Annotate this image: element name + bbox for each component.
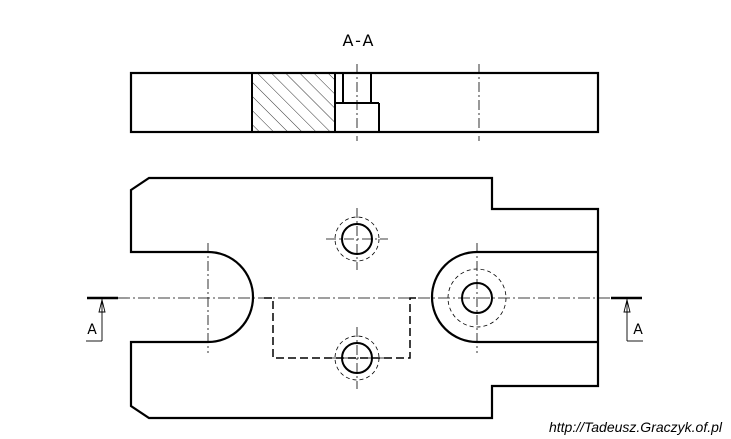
- arrow-up-icon: [98, 299, 106, 313]
- section-title: A-A: [343, 31, 376, 50]
- top-hole-counterbore: [334, 216, 380, 262]
- hatched-region: [252, 73, 335, 132]
- arrow-up-icon: [623, 299, 631, 313]
- cut-label-right: A: [633, 322, 643, 338]
- cut-label-left: A: [87, 322, 97, 338]
- section-view: [129, 64, 600, 141]
- cut-marker-left: A: [86, 296, 118, 342]
- bottom-hole-counterbore: [334, 335, 380, 381]
- plan-outline: [129, 176, 600, 420]
- section-outline: [129, 71, 600, 134]
- hidden-recess: [264, 297, 418, 359]
- credit-url[interactable]: http://Tadeusz.Graczyk.of.pl: [549, 419, 723, 435]
- right-slot: [430, 250, 598, 344]
- plan-view: [118, 176, 611, 420]
- cut-marker-right: A: [611, 296, 643, 342]
